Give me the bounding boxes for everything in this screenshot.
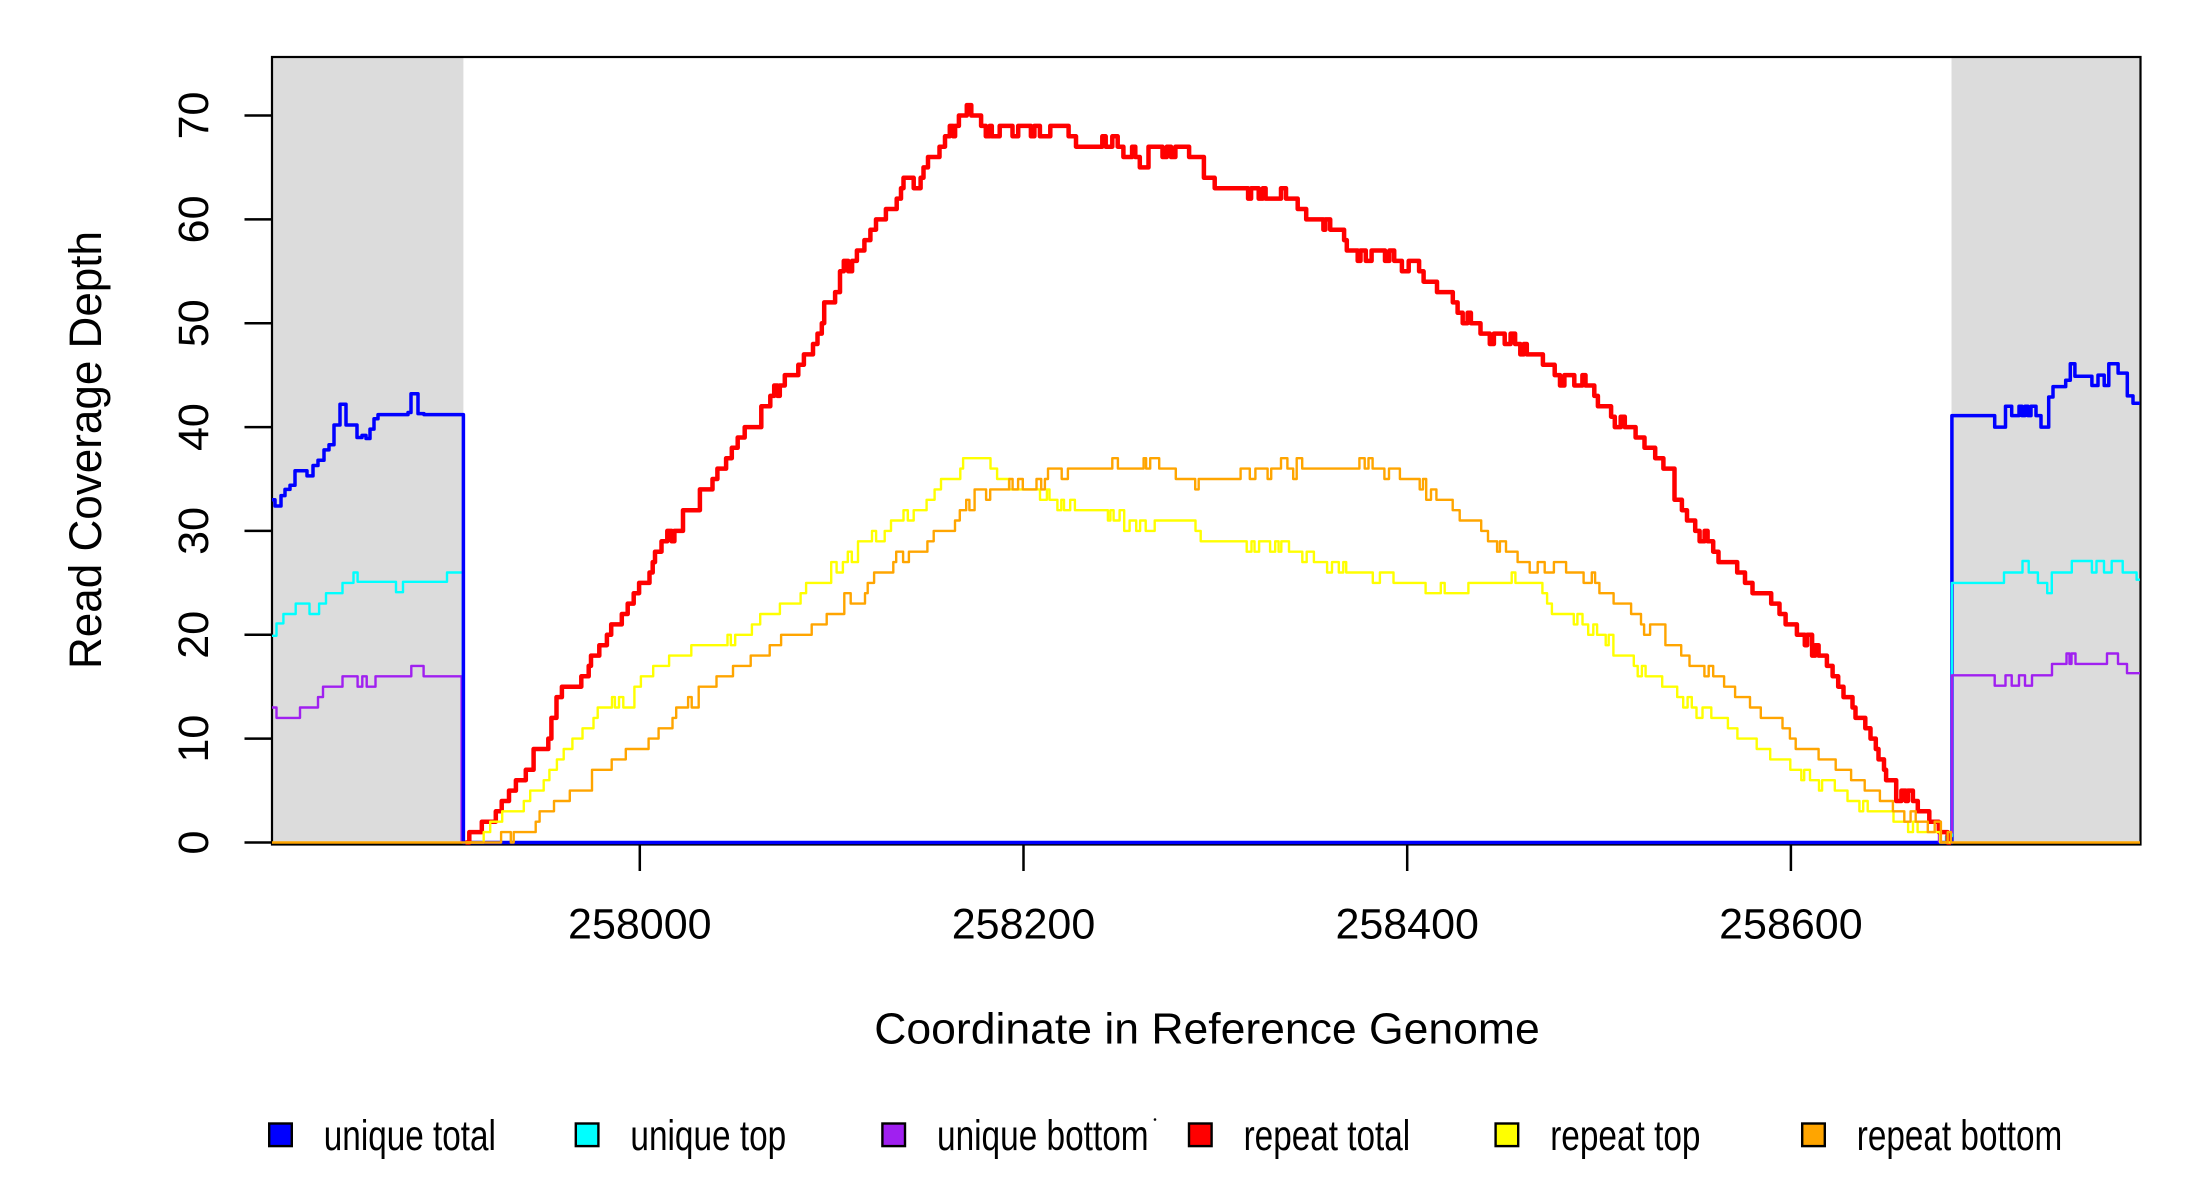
svg-text:60: 60 xyxy=(170,195,218,243)
svg-text:unique bottom: unique bottom xyxy=(937,1112,1149,1160)
svg-text:unique total: unique total xyxy=(324,1112,496,1160)
svg-text:40: 40 xyxy=(170,403,218,451)
svg-text:20: 20 xyxy=(170,611,218,659)
svg-text:10: 10 xyxy=(170,715,218,763)
svg-text:repeat bottom: repeat bottom xyxy=(1857,1112,2062,1160)
svg-text:Coordinate in Reference Genome: Coordinate in Reference Genome xyxy=(874,1005,1540,1054)
svg-text:258200: 258200 xyxy=(952,901,1096,949)
svg-text:0: 0 xyxy=(170,831,218,855)
svg-text:70: 70 xyxy=(170,92,218,140)
svg-text:258600: 258600 xyxy=(1719,901,1863,949)
svg-text:258000: 258000 xyxy=(568,901,712,949)
svg-text:30: 30 xyxy=(170,507,218,555)
svg-text:unique top: unique top xyxy=(630,1112,786,1160)
svg-text:50: 50 xyxy=(170,299,218,347)
svg-text:258400: 258400 xyxy=(1335,901,1479,949)
svg-text:Read Coverage Depth: Read Coverage Depth xyxy=(60,231,111,669)
svg-text:repeat total: repeat total xyxy=(1244,1112,1411,1160)
svg-text:repeat top: repeat top xyxy=(1550,1112,1700,1160)
